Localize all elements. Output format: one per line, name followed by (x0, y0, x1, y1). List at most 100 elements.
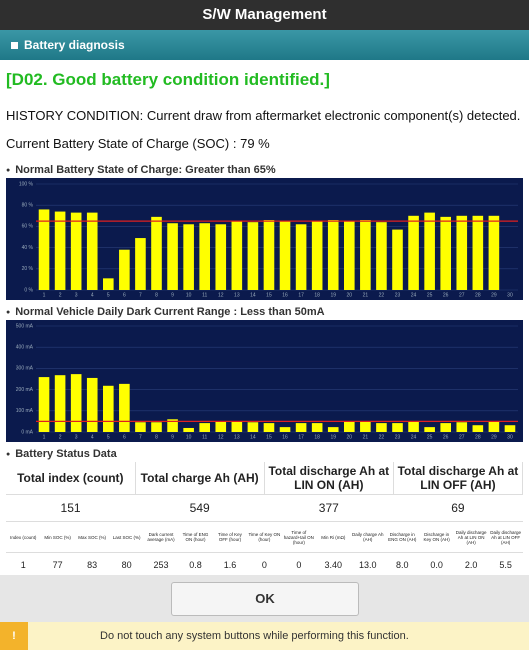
x-tick-label: 2 (59, 434, 62, 440)
table-cell: 5.5 (488, 552, 523, 572)
bar (183, 427, 194, 432)
x-tick-label: 5 (107, 292, 110, 298)
y-tick-label: 100 % (19, 181, 34, 187)
bar (54, 211, 66, 290)
bar (70, 212, 82, 290)
table-cell: 0 (247, 552, 282, 572)
bar (392, 423, 403, 432)
y-tick-label: 200 mA (16, 387, 34, 393)
table-cell: 0 (281, 552, 317, 572)
x-tick-label: 1 (43, 434, 46, 440)
x-tick-label: 26 (443, 434, 449, 440)
button-bar: OK (0, 575, 529, 622)
x-tick-label: 13 (234, 292, 240, 298)
x-tick-label: 2 (59, 292, 62, 298)
x-tick-label: 29 (491, 434, 497, 440)
x-tick-label: 5 (107, 434, 110, 440)
column-header: Time of ENG ON (hour) (178, 522, 213, 553)
bar (102, 385, 114, 432)
x-tick-label: 10 (186, 292, 192, 298)
bar (151, 422, 162, 432)
column-header: Dark current average (mA) (143, 522, 179, 553)
column-header: Total discharge Ah at LIN ON (AH) (264, 462, 394, 495)
bar (472, 215, 484, 290)
bar (360, 220, 371, 290)
x-tick-label: 30 (507, 434, 513, 440)
table-cell: 1 (6, 552, 41, 572)
x-tick-label: 22 (379, 434, 385, 440)
section-title: Battery diagnosis (24, 38, 125, 52)
bar (360, 421, 371, 432)
x-tick-label: 11 (202, 292, 207, 298)
column-header: Min SOC (%) (40, 522, 75, 553)
x-tick-label: 6 (123, 434, 126, 440)
table-title: Battery Status Data (6, 448, 116, 460)
x-tick-label: 1 (43, 292, 46, 298)
column-header: Daily charge Ah (AH) (350, 522, 385, 553)
x-tick-label: 18 (314, 434, 320, 440)
y-tick-label: 60 % (22, 224, 34, 230)
column-header: Time of Key ON (hour) (247, 522, 282, 553)
x-tick-label: 7 (139, 292, 142, 298)
y-tick-label: 40 % (22, 245, 34, 251)
bar (263, 220, 275, 290)
x-tick-label: 12 (218, 434, 224, 440)
x-tick-label: 14 (250, 292, 256, 298)
x-tick-label: 15 (266, 292, 272, 298)
bar (392, 229, 403, 290)
result-message: [D02. Good battery condition identified.… (6, 70, 330, 89)
y-tick-label: 0 % (24, 287, 33, 293)
chart-title: Normal Vehicle Daily Dark Current Range … (6, 306, 324, 318)
column-header: Daily discharge Ah at LIN OFF (AH) (488, 522, 523, 553)
x-tick-label: 22 (379, 292, 385, 298)
y-tick-label: 0 mA (21, 429, 33, 435)
bar (488, 421, 500, 432)
bar (215, 224, 227, 290)
bar (408, 215, 419, 290)
x-tick-label: 28 (475, 292, 481, 298)
x-tick-label: 11 (202, 434, 207, 440)
x-tick-label: 4 (91, 292, 94, 298)
column-header: Daily discharge Ah at LIN ON (AH) (453, 522, 489, 553)
bar (247, 222, 259, 290)
bar (183, 224, 194, 290)
bar (343, 221, 355, 290)
bar (472, 425, 484, 432)
x-tick-label: 30 (507, 292, 513, 298)
column-header: Min Ri (mΩ) (316, 522, 351, 553)
x-tick-label: 25 (427, 434, 433, 440)
table-cell: 13.0 (350, 552, 385, 572)
bar (295, 224, 307, 290)
x-tick-label: 8 (155, 292, 158, 298)
column-header: Time of Key OFF (hour) (212, 522, 248, 553)
bar (102, 278, 114, 290)
x-tick-label: 27 (459, 434, 465, 440)
x-tick-label: 4 (91, 434, 94, 440)
x-tick-label: 17 (298, 434, 304, 440)
detail-table: Index (count) Min SOC (%) Max SOC (%) Last … (6, 522, 523, 572)
table-cell: 253 (143, 552, 179, 572)
chart-title: Normal Battery State of Charge: Greater … (6, 164, 275, 176)
table-cell: 3.40 (316, 552, 351, 572)
column-header: Index (count) (6, 522, 41, 553)
y-tick-label: 500 mA (16, 323, 34, 329)
x-tick-label: 18 (314, 292, 320, 298)
table-cell: 69 (393, 494, 523, 522)
ok-button[interactable]: OK (171, 582, 359, 616)
bar (263, 423, 275, 432)
bar (70, 374, 82, 432)
x-tick-label: 24 (411, 434, 417, 440)
column-header: Total discharge Ah at LIN OFF (AH) (393, 462, 523, 495)
table-cell: 8.0 (384, 552, 420, 572)
table-cell: 1.6 (212, 552, 248, 572)
bar (456, 215, 468, 290)
x-tick-label: 16 (282, 292, 288, 298)
table-cell: 83 (74, 552, 110, 572)
x-tick-label: 20 (347, 434, 353, 440)
bar (327, 427, 339, 432)
bar (295, 423, 307, 432)
bar (376, 222, 387, 290)
section-bar: Battery diagnosis (0, 30, 529, 60)
table-cell: 0.0 (419, 552, 454, 572)
